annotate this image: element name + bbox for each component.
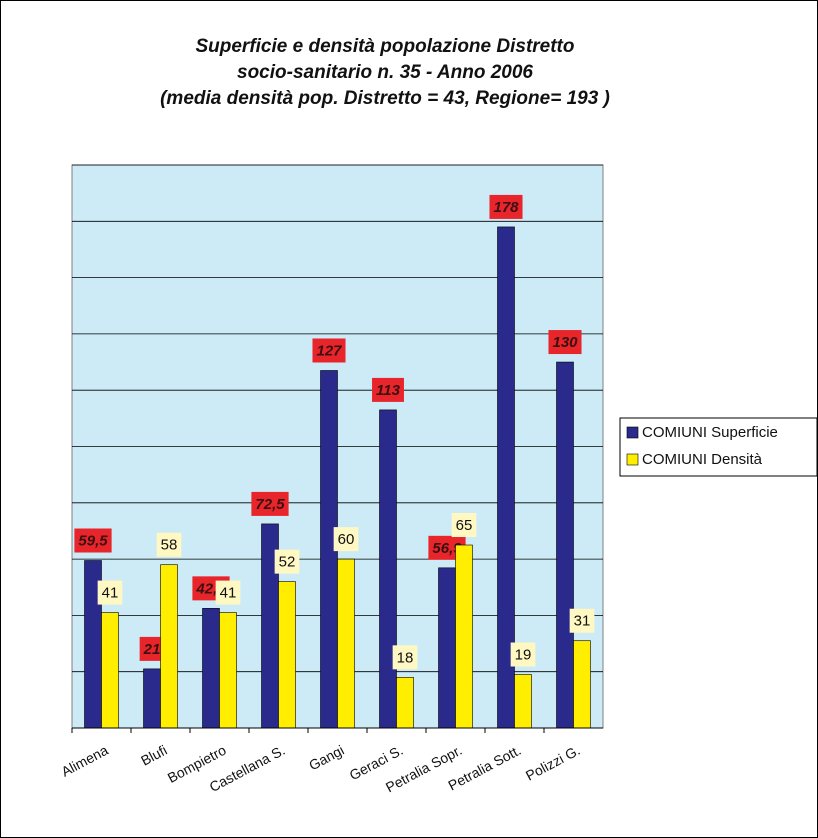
data-label-box bbox=[372, 377, 404, 402]
chart-title: socio-sanitario n. 35 - Anno 2006 bbox=[237, 62, 533, 83]
data-label: 178 bbox=[493, 199, 519, 216]
data-label: 31 bbox=[574, 613, 591, 630]
bar bbox=[278, 581, 296, 729]
legend-label: COMIUNI Densità bbox=[642, 451, 763, 468]
bar bbox=[514, 674, 532, 729]
bar bbox=[455, 544, 473, 729]
bar bbox=[396, 677, 414, 729]
bar bbox=[379, 409, 397, 729]
data-label: 60 bbox=[338, 531, 355, 548]
data-label: 72,5 bbox=[255, 496, 285, 513]
bar bbox=[219, 612, 237, 729]
data-label-box bbox=[215, 580, 241, 605]
data-label-box bbox=[251, 491, 289, 516]
data-label-box bbox=[156, 532, 182, 557]
data-label-box bbox=[74, 528, 112, 553]
bar bbox=[438, 567, 456, 729]
data-label-box bbox=[333, 527, 359, 552]
data-label-box bbox=[274, 549, 300, 574]
chart-title: (media densità pop. Distretto = 43, Regi… bbox=[160, 88, 610, 109]
data-label-box bbox=[569, 608, 595, 633]
data-label-box bbox=[392, 645, 418, 670]
legend-label: COMIUNI Superficie bbox=[642, 424, 778, 441]
bar bbox=[573, 640, 591, 729]
data-label: 59,5 bbox=[78, 532, 108, 549]
data-label: 41 bbox=[220, 585, 237, 602]
bar bbox=[337, 558, 355, 729]
data-label-box bbox=[97, 580, 123, 605]
data-label-box bbox=[510, 642, 536, 667]
data-label: 21 bbox=[143, 641, 161, 658]
chart-title: Superficie e densità popolazione Distret… bbox=[195, 36, 574, 57]
legend-swatch bbox=[626, 426, 639, 439]
data-label: 41 bbox=[102, 585, 119, 602]
data-label: 56,9 bbox=[432, 540, 462, 557]
data-label-box bbox=[451, 513, 477, 538]
data-label-box bbox=[312, 338, 346, 363]
data-label-box bbox=[548, 330, 582, 355]
legend-swatch bbox=[626, 453, 639, 466]
legend: COMIUNI Superficie COMIUNI Densità bbox=[619, 417, 818, 477]
bar bbox=[160, 564, 178, 729]
bar bbox=[202, 608, 220, 729]
bar bbox=[556, 361, 574, 729]
data-label: 19 bbox=[515, 646, 532, 663]
data-label: 127 bbox=[316, 342, 342, 359]
data-label: 52 bbox=[279, 554, 296, 571]
data-label: 58 bbox=[161, 537, 178, 554]
data-label: 130 bbox=[552, 334, 578, 351]
legend-frame bbox=[619, 417, 818, 477]
data-label-box bbox=[489, 194, 523, 219]
bar bbox=[101, 612, 119, 729]
data-label: 18 bbox=[397, 649, 414, 666]
bar bbox=[143, 668, 161, 729]
data-label: 113 bbox=[376, 382, 401, 399]
data-label: 65 bbox=[456, 517, 473, 534]
